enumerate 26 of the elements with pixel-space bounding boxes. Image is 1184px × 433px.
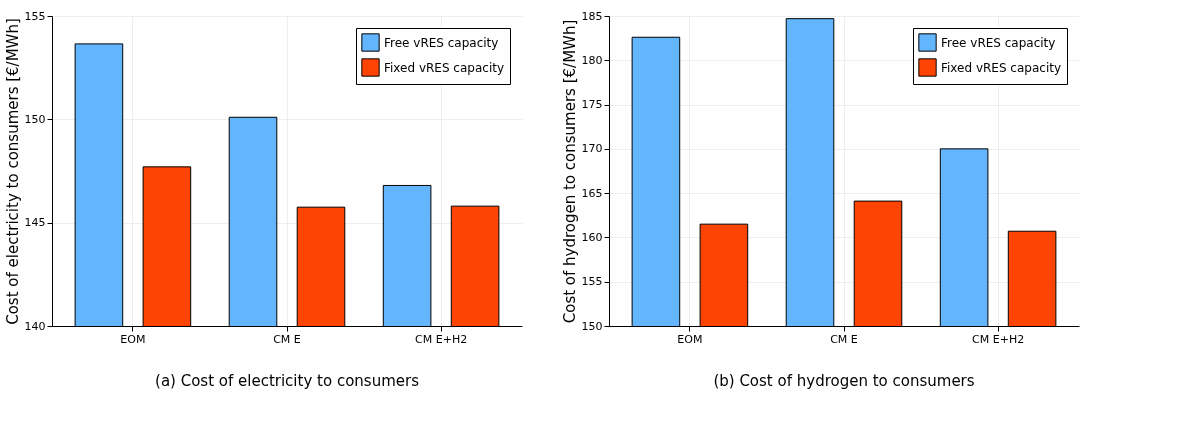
text: (a) Cost of electricity to consumers [155, 372, 420, 390]
y-tick-label: 175 [581, 98, 603, 112]
x-tick-label: CM E [830, 332, 858, 346]
y-tick-label: 165 [581, 186, 603, 200]
x-tick-label: EOM [677, 332, 703, 346]
y-tick-label: 150 [581, 319, 603, 333]
x-tick-label: CM E [273, 332, 301, 346]
y-axis-title: Cost of hydrogen to consumers [€/MWh] [560, 19, 579, 324]
y-tick-label: 185 [581, 9, 603, 23]
y-tick-label: 140 [24, 319, 46, 333]
y-tick-label: 160 [581, 230, 603, 244]
y-tick-label: 155 [581, 275, 603, 289]
y-axis-title: Cost of electricity to consumers [€/MWh] [3, 18, 22, 325]
legend-label: Free vRES capacity [941, 35, 1056, 50]
y-tick-label: 170 [581, 142, 603, 156]
text: (b) Cost of hydrogen to consumers [713, 372, 975, 390]
x-tick-label: CM E+H2 [972, 332, 1025, 346]
y-tick-label: 150 [24, 112, 46, 126]
y-tick-label: 155 [24, 9, 46, 23]
legend-label: Fixed vRES capacity [941, 60, 1062, 75]
legend-label: Free vRES capacity [384, 35, 499, 50]
x-tick-label: CM E+H2 [415, 332, 468, 346]
y-tick-label: 145 [24, 216, 46, 230]
legend-label: Fixed vRES capacity [384, 60, 505, 75]
y-tick-label: 180 [581, 53, 603, 67]
x-tick-label: EOM [120, 332, 146, 346]
